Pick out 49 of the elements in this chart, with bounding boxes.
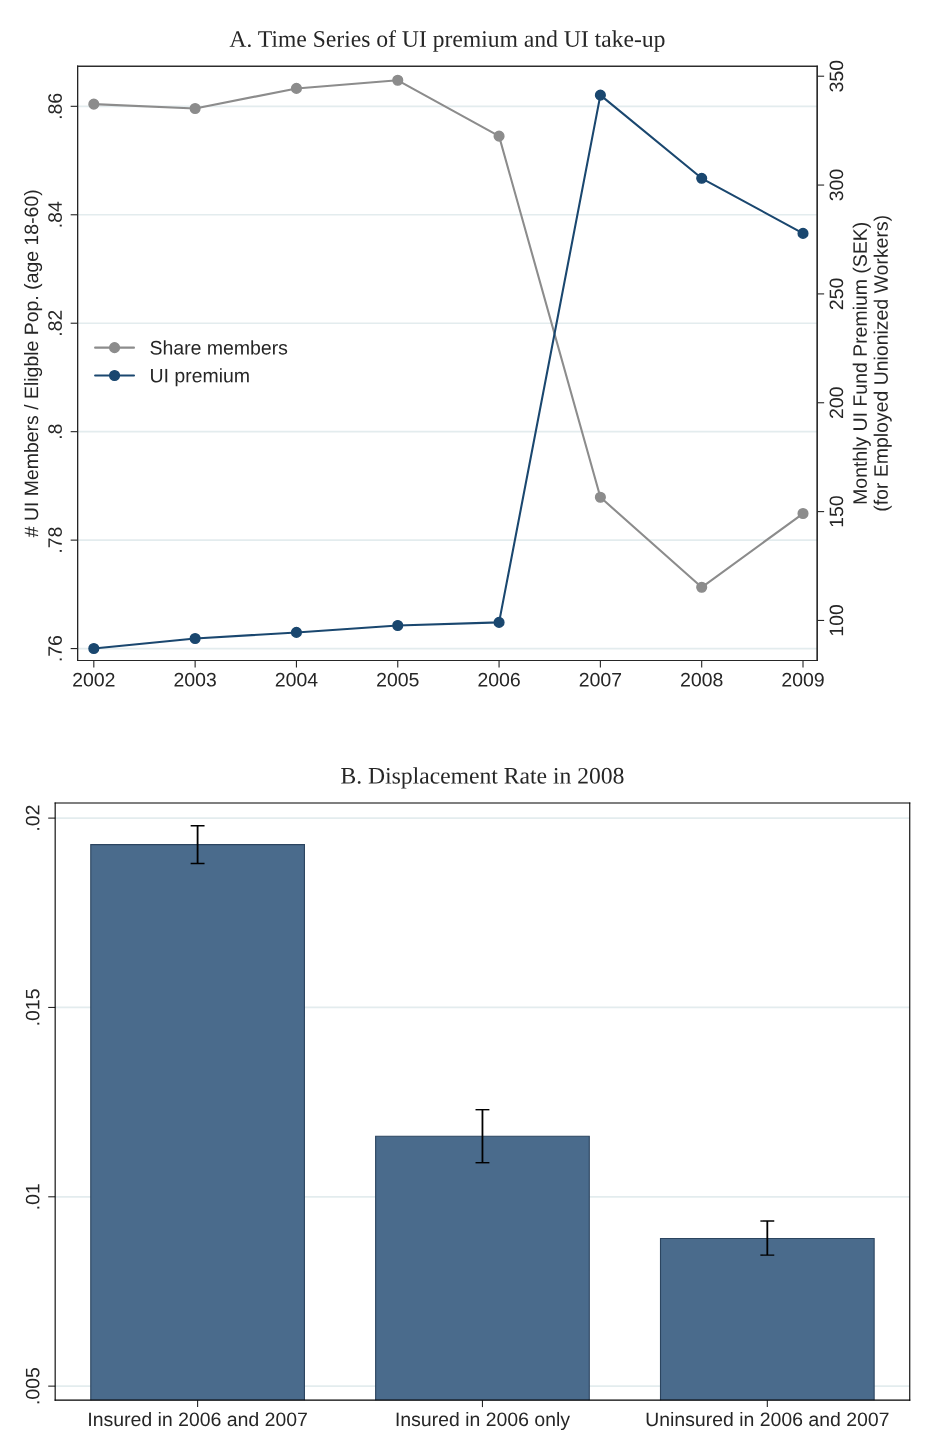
y2-tick-label: 200 (829, 387, 844, 418)
point (189, 102, 201, 115)
x-tick-label: 2003 (174, 672, 216, 687)
point (392, 74, 404, 86)
y-tick-label: .76 (48, 635, 62, 661)
y-tick-label: .84 (48, 201, 62, 227)
x-tick-label: 2007 (579, 672, 622, 687)
y-tick-label: .02 (25, 805, 40, 830)
y-tick-label: .78 (48, 527, 62, 552)
x-tick-label: 2004 (275, 672, 318, 687)
chart-title: B. Displacement Rate in 2008 (341, 767, 624, 789)
y2-tick-label: 100 (829, 604, 844, 636)
point (88, 98, 100, 110)
point (696, 581, 708, 593)
point (797, 507, 809, 520)
x-tick-label: 2009 (782, 672, 824, 687)
x-tick-label: 2002 (73, 672, 115, 687)
y-tick-label: .005 (25, 1368, 40, 1404)
point (696, 172, 708, 184)
x-tick-label: 2006 (478, 672, 520, 687)
x-tick-label: Uninsured in 2006 and 2007 (646, 1411, 889, 1427)
chart-title: A. Time Series of UI premium and UI take-up (229, 30, 665, 52)
y-tick-label: .8 (48, 424, 62, 438)
legend-label: Share members (150, 340, 288, 355)
x-tick-label: 2005 (377, 672, 419, 687)
y2-tick-label: 250 (829, 278, 844, 310)
point (88, 642, 100, 655)
y-tick-label: .86 (48, 93, 62, 119)
y-tick-label: .01 (25, 1184, 40, 1209)
y2-axis-title: Monthly UI Fund Premium (SEK) (for Employed Unionized Workers) (852, 216, 892, 511)
legend-label: UI premium (151, 368, 249, 387)
point (493, 616, 505, 628)
point (189, 632, 201, 645)
point (392, 619, 404, 632)
x-tick-label: Insured in 2006 only (396, 1411, 570, 1431)
point (290, 82, 302, 94)
y-tick-label: .015 (25, 989, 40, 1025)
y2-tick-label: 350 (829, 60, 844, 92)
point (493, 130, 505, 142)
y-tick-label: .82 (48, 310, 62, 335)
y2-tick-label: 150 (829, 496, 844, 527)
x-tick-label: Insured in 2006 and 2007 (89, 1411, 307, 1427)
point (290, 626, 302, 638)
y-axis-title: # UI Members / Eligble Pop. (age 18-60) (23, 190, 43, 538)
y2-tick-label: 300 (829, 169, 844, 201)
x-tick-label: 2008 (681, 672, 723, 687)
point (594, 89, 606, 101)
point (594, 491, 606, 503)
point (797, 227, 809, 239)
